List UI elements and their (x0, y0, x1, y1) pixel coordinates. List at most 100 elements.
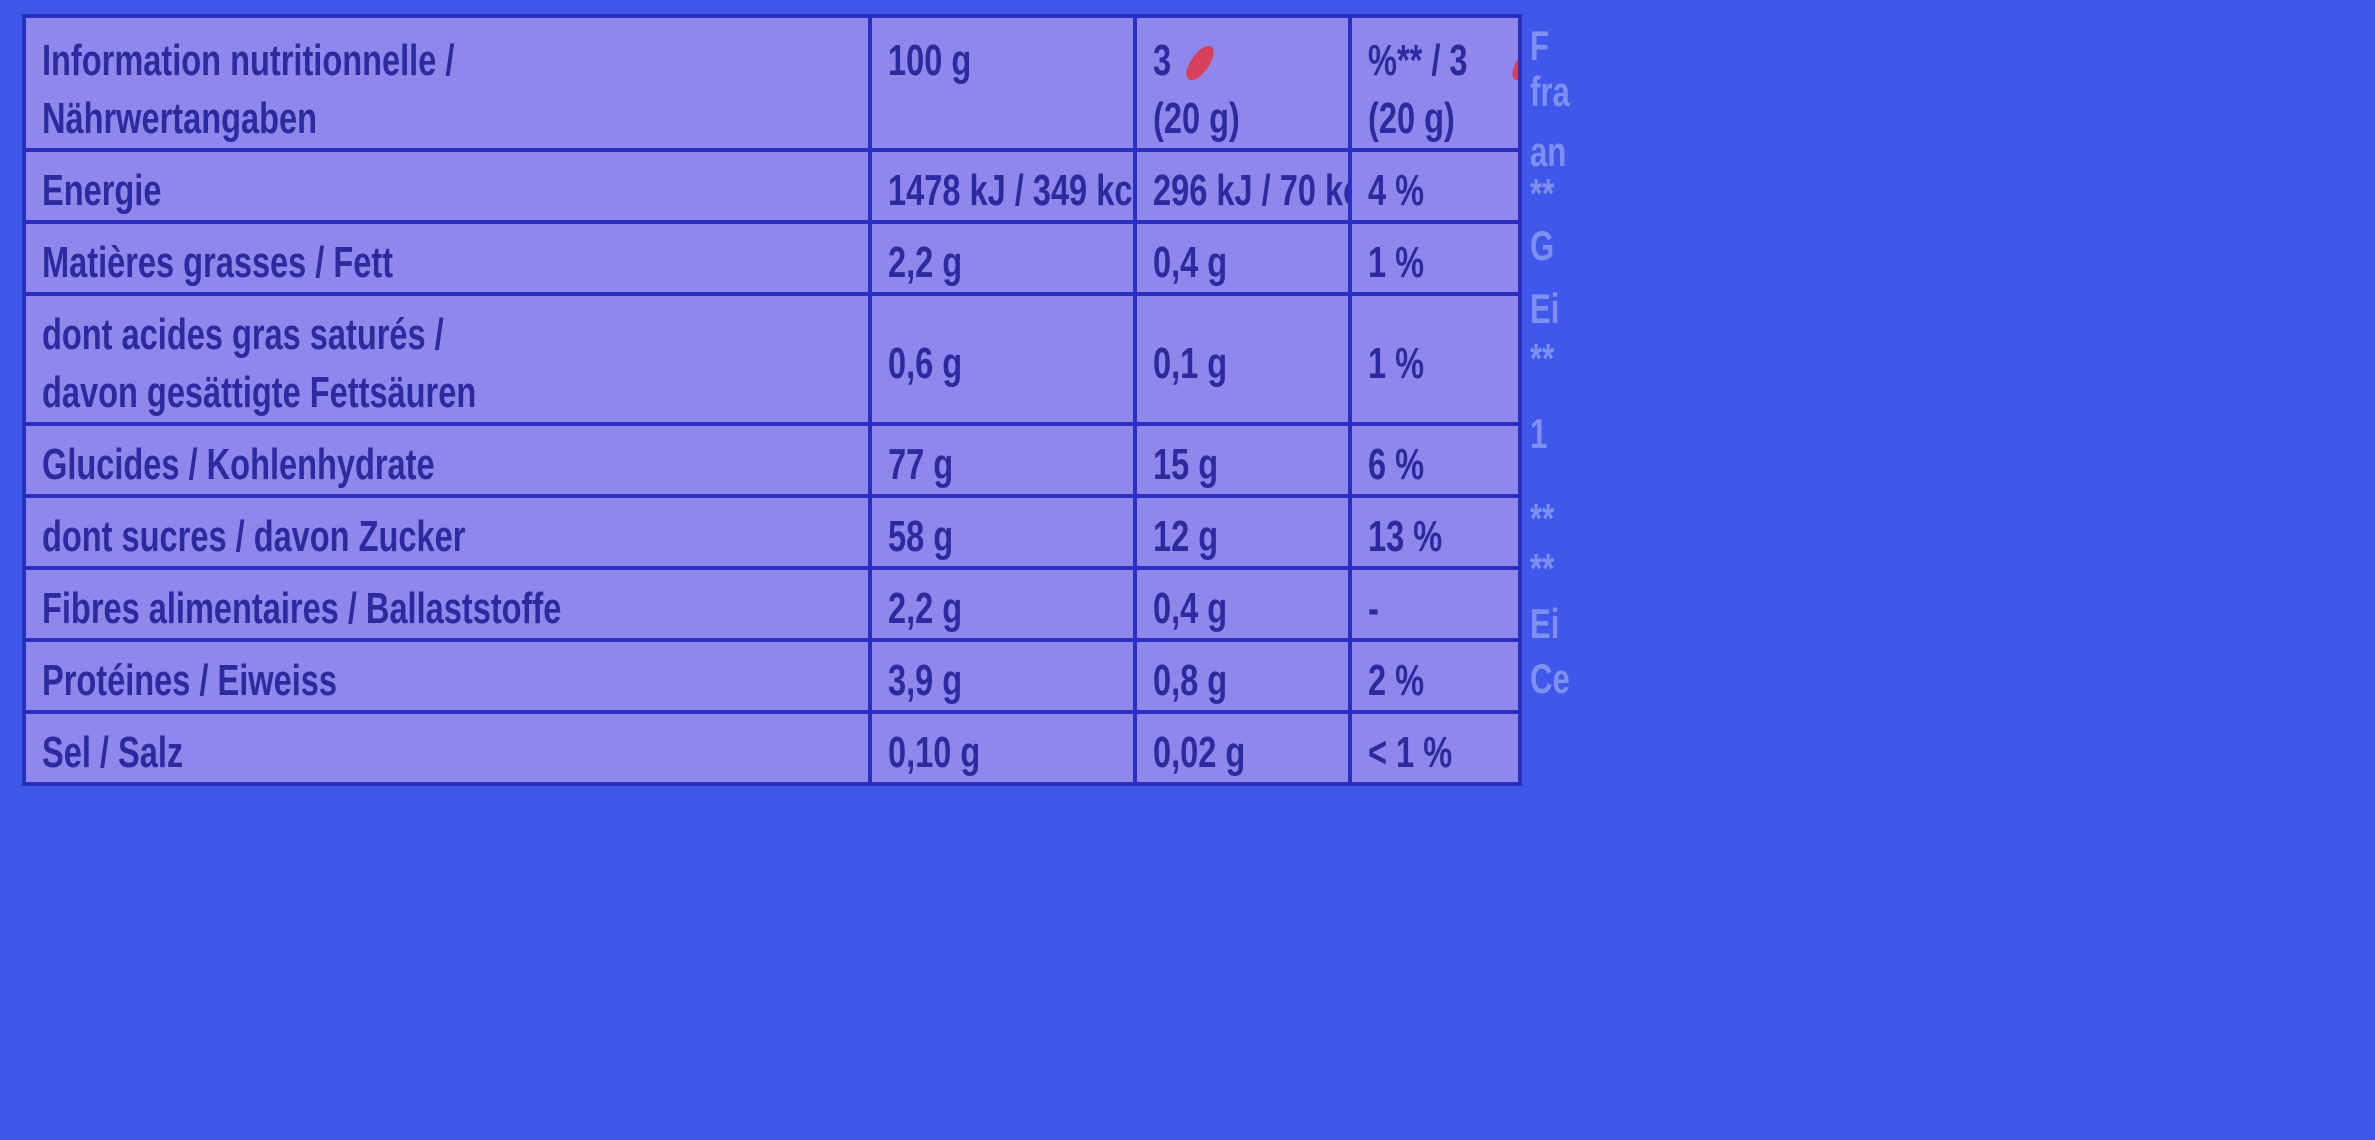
side-fragment: 1 (1530, 410, 1553, 458)
table-cell: 0,6 g (868, 292, 1137, 426)
fragment-text: F (1530, 22, 1549, 69)
fragment-text: Ei (1530, 600, 1560, 647)
cell-text: 0,6 g (888, 339, 963, 388)
table-cell: 13 % (1348, 494, 1522, 570)
side-fragment: Ei (1530, 600, 1570, 648)
cell-text: Glucides / Kohlenhydrate (42, 440, 435, 489)
cell-text: 0,4 g (1153, 238, 1228, 287)
header-text: (20 g) (1368, 94, 1455, 143)
table-cell: < 1 % (1348, 710, 1522, 786)
cell-text: 0,1 g (1153, 339, 1228, 388)
fragment-text: ** (1530, 545, 1555, 592)
header-text: %** / 3 (1368, 36, 1468, 85)
table-cell: 1478 kJ / 349 kcal (868, 148, 1137, 224)
cell-text: dont acides gras saturés / (42, 310, 444, 359)
table-cell: 0,4 g (1133, 566, 1352, 642)
side-fragment: ** (1530, 335, 1563, 383)
cell-text: dont sucres / davon Zucker (42, 512, 466, 561)
header-text: 100 g (888, 36, 972, 85)
table-cell: 2,2 g (868, 566, 1137, 642)
cell-text: davon gesättigte Fettsäuren (42, 368, 477, 417)
cell-text: Fibres alimentaires / Ballaststoffe (42, 584, 562, 633)
table-cell: 1 % (1348, 292, 1522, 426)
header-text: 3 (1153, 36, 1172, 85)
cell-text: 6 % (1368, 440, 1425, 489)
table-row: Sel / Salz 0,10 g 0,02 g < 1 % (22, 710, 1522, 786)
table-cell: 0,02 g (1133, 710, 1352, 786)
fragment-text: G (1530, 222, 1555, 269)
fragment-text: 1 (1530, 410, 1548, 457)
table-row: Protéines / Eiweiss 3,9 g 0,8 g 2 % (22, 638, 1522, 714)
table-row: Energie 1478 kJ / 349 kcal 296 kJ / 70 kca… (22, 148, 1522, 224)
cell-text: 1 % (1368, 238, 1425, 287)
nutrition-table-wrap: Information nutritionnelle / Nährwertanga… (22, 14, 1522, 786)
table-cell: dont acides gras saturés / davon gesättig… (22, 292, 872, 426)
table-cell: 6 % (1348, 422, 1522, 498)
cell-text: 0,8 g (1153, 656, 1228, 705)
side-fragment: F (1530, 22, 1556, 70)
nutrition-table: Information nutritionnelle / Nährwertanga… (22, 14, 1522, 786)
table-cell: Glucides / Kohlenhydrate (22, 422, 872, 498)
table-cell: 0,4 g (1133, 220, 1352, 296)
cell-text: 13 % (1368, 512, 1443, 561)
table-cell: Energie (22, 148, 872, 224)
cell-text: < 1 % (1368, 728, 1453, 777)
cell-text: 15 g (1153, 440, 1219, 489)
header-cell: 3 (20 g) (1133, 14, 1352, 152)
fragment-text: an (1530, 128, 1567, 175)
table-cell: 12 g (1133, 494, 1352, 570)
header-text: (20 g) (1153, 94, 1240, 143)
header-cell: %** / 3 (20 g) (1348, 14, 1522, 152)
fragment-text: ** (1530, 170, 1555, 217)
table-cell: 0,10 g (868, 710, 1137, 786)
table-cell: 0,1 g (1133, 292, 1352, 426)
cell-text: Protéines / Eiweiss (42, 656, 337, 705)
table-cell: 77 g (868, 422, 1137, 498)
table-row: dont acides gras saturés / davon gesättig… (22, 292, 1522, 426)
cell-text: 4 % (1368, 166, 1425, 215)
side-fragment: Ei (1530, 285, 1570, 333)
cell-text: 2 % (1368, 656, 1425, 705)
cell-text: 1478 kJ / 349 kcal (888, 166, 1135, 215)
table-row: Fibres alimentaires / Ballaststoffe 2,2 g… (22, 566, 1522, 642)
side-fragment: fra (1530, 68, 1584, 116)
table-cell: dont sucres / davon Zucker (22, 494, 872, 570)
fragment-text: Ei (1530, 285, 1560, 332)
cell-text: 77 g (888, 440, 954, 489)
table-cell: Sel / Salz (22, 710, 872, 786)
cell-text: 2,2 g (888, 238, 963, 287)
cell-text: 0,02 g (1153, 728, 1246, 777)
cell-text: 0,4 g (1153, 584, 1228, 633)
header-text: Information nutritionnelle / (42, 36, 455, 85)
header-text: Nährwertangaben (42, 94, 318, 143)
fragment-text: fra (1530, 68, 1570, 115)
table-cell: 3,9 g (868, 638, 1137, 714)
side-fragment: an (1530, 128, 1579, 176)
cell-text: 1 % (1368, 339, 1425, 388)
table-row: Glucides / Kohlenhydrate 77 g 15 g 6 % (22, 422, 1522, 498)
table-cell: Fibres alimentaires / Ballaststoffe (22, 566, 872, 642)
cell-text: Sel / Salz (42, 728, 184, 777)
table-cell: 296 kJ / 70 kcal (1133, 148, 1352, 224)
table-cell: 15 g (1133, 422, 1352, 498)
table-cell: 2 % (1348, 638, 1522, 714)
fragment-text: Ce (1530, 655, 1570, 702)
table-cell: 2,2 g (868, 220, 1137, 296)
cell-text: 0,10 g (888, 728, 981, 777)
side-fragment: ** (1530, 170, 1563, 218)
header-cell: Information nutritionnelle / Nährwertanga… (22, 14, 872, 152)
portion-icon (1506, 41, 1516, 85)
side-fragment: Ce (1530, 655, 1584, 703)
side-fragment: ** (1530, 545, 1563, 593)
table-cell: - (1348, 566, 1522, 642)
cell-text: 296 kJ / 70 kcal (1153, 166, 1346, 215)
header-cell: 100 g (868, 14, 1137, 152)
table-cell: 1 % (1348, 220, 1522, 296)
portion-icon (1181, 41, 1220, 85)
cell-text: 2,2 g (888, 584, 963, 633)
cell-text: 3,9 g (888, 656, 963, 705)
table-row: Matières grasses / Fett 2,2 g 0,4 g 1 % (22, 220, 1522, 296)
fragment-text: ** (1530, 335, 1555, 382)
table-cell: Matières grasses / Fett (22, 220, 872, 296)
